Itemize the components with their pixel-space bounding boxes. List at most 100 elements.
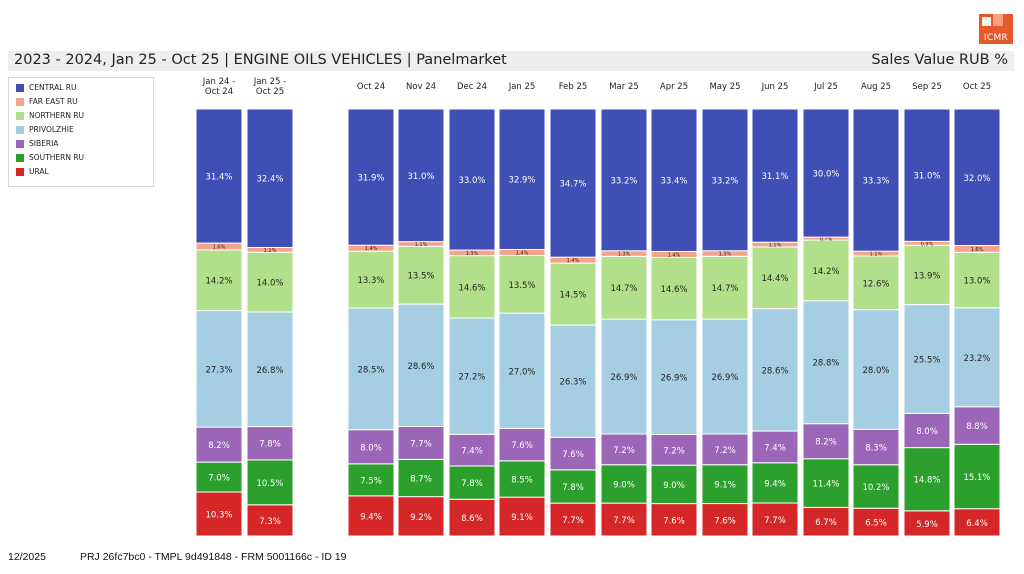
data-label: 28.5%	[357, 365, 384, 375]
data-label: 14.6%	[458, 283, 485, 293]
legend-swatch	[16, 112, 24, 120]
data-label: 10.3%	[205, 511, 232, 521]
data-label: 34.7%	[559, 180, 586, 190]
data-label: 14.2%	[205, 277, 232, 287]
bar-segment-southern-ru	[600, 464, 648, 504]
bar-segment-privolzhie	[195, 310, 243, 428]
data-label: 8.6%	[461, 514, 483, 524]
bar-segment-siberia	[498, 427, 546, 462]
bar-segment-central-ru	[448, 108, 496, 251]
bar-segment-southern-ru	[246, 459, 294, 506]
data-label: 31.4%	[205, 173, 232, 183]
data-label: 9.4%	[360, 512, 382, 522]
data-label: 14.8%	[913, 476, 940, 486]
data-label: 7.7%	[562, 516, 584, 526]
bar-segment-central-ru	[852, 108, 900, 252]
x-tick-label: May 25	[709, 82, 740, 92]
data-label: 8.2%	[208, 441, 230, 451]
bar-segment-privolzhie	[701, 318, 749, 435]
legend-label: URAL	[29, 167, 49, 176]
bar-segment-southern-ru	[397, 458, 445, 498]
bar-segment-siberia	[246, 426, 294, 461]
bar-segment-siberia	[953, 406, 1001, 445]
data-label: 7.8%	[259, 440, 281, 450]
footer-project-id: PRJ 26fc7bc0 - TMPL 9d491848 - FRM 50011…	[79, 551, 347, 563]
data-label: 26.3%	[559, 378, 586, 388]
legend-swatch	[16, 140, 24, 148]
bar-segment-central-ru	[549, 108, 597, 258]
data-label: 33.4%	[660, 177, 687, 187]
legend: CENTRAL RU FAR EAST RU NORTHERN RU PRIVO…	[8, 77, 154, 187]
icmr-logo: ICMR	[979, 14, 1013, 44]
x-tick-label: Apr 25	[660, 82, 688, 92]
bar-segment-siberia	[650, 433, 698, 466]
bar-segment-siberia	[903, 412, 951, 449]
bar-segment-privolzhie	[903, 304, 951, 414]
data-label: 10.2%	[862, 483, 889, 493]
bar-segment-northern-ru	[195, 249, 243, 312]
data-label: 8.3%	[865, 443, 887, 453]
bar-segment-northern-ru	[852, 255, 900, 311]
bar-segment-central-ru	[650, 108, 698, 252]
bar-segment-central-ru	[498, 108, 546, 250]
data-label: 13.3%	[357, 276, 384, 286]
data-label: 6.7%	[815, 518, 837, 528]
logo-square-accent-icon	[993, 14, 1003, 26]
data-label: 8.2%	[815, 438, 837, 448]
data-label: 1.4%	[365, 246, 378, 252]
data-label: 9.1%	[511, 513, 533, 523]
bar-segment-privolzhie	[852, 309, 900, 430]
bar-segment-ural	[701, 503, 749, 537]
bar-segment-central-ru	[195, 108, 243, 244]
bar-segment-central-ru	[953, 108, 1001, 247]
data-label: 7.2%	[714, 446, 736, 456]
data-label: 26.9%	[711, 373, 738, 383]
x-tick-label: Jun 25	[761, 82, 789, 92]
data-label: 33.0%	[458, 176, 485, 186]
bar-segment-privolzhie	[498, 312, 546, 429]
bar-segment-ural	[498, 496, 546, 537]
logo-square-icon	[982, 17, 991, 26]
x-tick-label: Jan 25 -Oct 25	[253, 77, 286, 97]
data-label: 26.8%	[256, 366, 283, 376]
x-tick-label: Oct 24	[357, 82, 385, 92]
data-label: 5.9%	[916, 520, 938, 530]
data-label: 1.1%	[264, 248, 277, 254]
data-label: 32.0%	[963, 174, 990, 184]
data-label: 11.4%	[812, 480, 839, 490]
bar-segment-ural	[549, 502, 597, 537]
data-label: 26.9%	[610, 373, 637, 383]
bar-segment-central-ru	[701, 108, 749, 252]
bar-segment-siberia	[600, 433, 648, 466]
data-label: 1.4%	[516, 250, 529, 256]
data-label: 7.8%	[461, 479, 483, 489]
footer-date: 12/2025	[8, 551, 46, 563]
footer: 12/2025 PRJ 26fc7bc0 - TMPL 9d491848 - FR…	[8, 551, 347, 563]
data-label: 30.0%	[812, 170, 839, 180]
data-label: 7.0%	[208, 474, 230, 484]
bar-segment-northern-ru	[802, 239, 850, 302]
data-label: 27.2%	[458, 373, 485, 383]
chart-title: 2023 - 2024, Jan 25 - Oct 25 | ENGINE OI…	[14, 52, 507, 68]
data-label: 32.4%	[256, 175, 283, 185]
legend-swatch	[16, 154, 24, 162]
bar-segment-ural	[347, 495, 395, 537]
data-label: 31.1%	[761, 172, 788, 182]
bar-segment-southern-ru	[347, 463, 395, 497]
data-label: 27.0%	[508, 367, 535, 377]
bar-segment-southern-ru	[903, 447, 951, 512]
data-label: 12.6%	[862, 279, 889, 289]
data-label: 28.6%	[761, 366, 788, 376]
data-label: 7.5%	[360, 476, 382, 486]
bar-segment-northern-ru	[397, 245, 445, 305]
data-label: 28.8%	[812, 359, 839, 369]
bar-segment-northern-ru	[600, 255, 648, 320]
bar-segment-northern-ru	[953, 251, 1001, 309]
legend-label: FAR EAST RU	[29, 97, 78, 106]
data-label: 14.6%	[660, 285, 687, 295]
data-label: 8.7%	[410, 475, 432, 485]
data-label: 1.4%	[668, 252, 681, 258]
bar-segment-privolzhie	[549, 324, 597, 438]
legend-swatch	[16, 168, 24, 176]
data-label: 7.6%	[511, 441, 533, 451]
